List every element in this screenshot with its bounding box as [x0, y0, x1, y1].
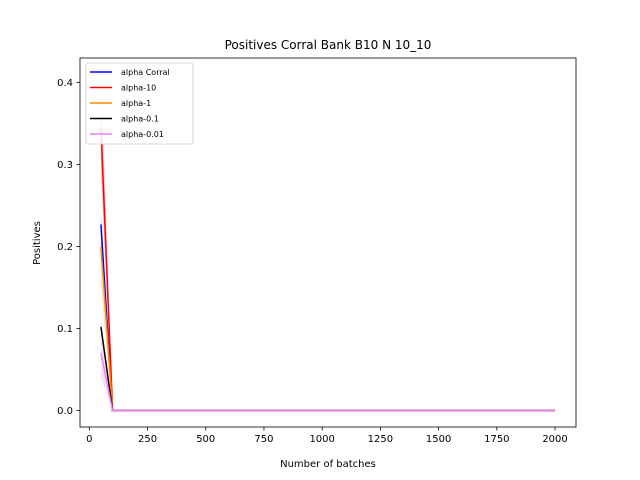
legend-label: alpha-0.1: [121, 115, 159, 124]
series-line: [100, 326, 556, 412]
y-tick-label: 0.1: [57, 324, 73, 335]
x-tick-label: 0: [86, 434, 92, 445]
y-axis-label: Positives: [32, 221, 43, 265]
y-axis: 0.0 0.1 0.2 0.3 0.4: [57, 78, 80, 417]
legend-box: [85, 62, 194, 145]
x-tick-label: 1750: [484, 434, 509, 445]
series-line: [100, 127, 556, 412]
legend-label: alpha-1: [121, 99, 151, 108]
x-tick-label: 1250: [368, 434, 393, 445]
confidence-band: [100, 324, 556, 411]
x-tick-label: 750: [254, 434, 273, 445]
legend-label: alpha Corral: [121, 68, 170, 77]
x-tick-label: 2000: [542, 434, 567, 445]
series-line: [100, 353, 556, 412]
y-tick-label: 0.3: [57, 160, 73, 171]
confidence-band: [100, 320, 556, 411]
y-tick-label: 0.2: [57, 242, 73, 253]
x-tick-label: 1500: [426, 434, 451, 445]
confidence-band: [100, 213, 556, 411]
legend-label: alpha-0.01: [121, 130, 164, 139]
chart-title: Positives Corral Bank B10 N 10_10: [225, 38, 432, 52]
x-axis-label: Number of batches: [280, 459, 376, 470]
x-tick-label: 250: [138, 434, 157, 445]
series-line: [100, 224, 556, 412]
confidence-band: [100, 238, 556, 411]
series-lines: [100, 127, 556, 412]
x-tick-label: 1000: [309, 434, 334, 445]
y-tick-label: 0.0: [57, 406, 73, 417]
series-line: [100, 246, 556, 412]
legend: alpha Corral alpha-10 alpha-1 alpha-0.1 alph…: [85, 62, 194, 145]
x-axis: 0 250 500 750 1000 1250 1500 1750 2000: [86, 427, 568, 445]
plot-frame: [79, 57, 577, 428]
y-tick-label: 0.4: [57, 78, 73, 89]
x-tick-label: 500: [196, 434, 215, 445]
legend-label: alpha-10: [121, 84, 156, 93]
